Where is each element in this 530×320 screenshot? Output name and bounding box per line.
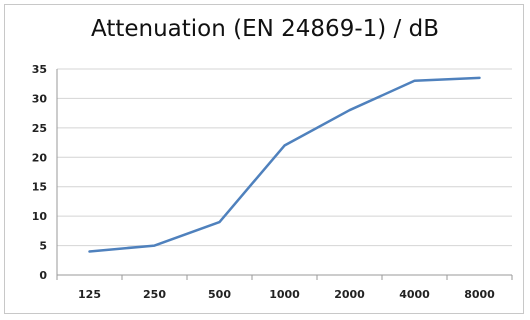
x-tick-label: 125 bbox=[78, 288, 101, 301]
y-axis: 0 5 10 15 20 25 30 35 bbox=[32, 63, 48, 282]
x-axis: 125 250 500 1000 2000 4000 8000 bbox=[56, 275, 513, 301]
y-tick-label: 15 bbox=[32, 181, 47, 194]
y-tick-label: 0 bbox=[39, 269, 47, 282]
y-tick-label: 5 bbox=[39, 240, 47, 253]
x-tick-label: 4000 bbox=[399, 288, 430, 301]
x-tick-label: 2000 bbox=[334, 288, 365, 301]
series-group bbox=[88, 76, 481, 253]
y-tick-label: 35 bbox=[32, 63, 47, 76]
chart-frame bbox=[4, 4, 524, 314]
x-tick-label: 8000 bbox=[464, 288, 495, 301]
x-tick-label: 500 bbox=[208, 288, 231, 301]
x-tick-label: 250 bbox=[143, 288, 166, 301]
y-tick-label: 30 bbox=[32, 92, 48, 105]
x-tick-label: 1000 bbox=[269, 288, 300, 301]
grid-lines bbox=[56, 68, 512, 276]
y-tick-label: 10 bbox=[32, 210, 48, 223]
y-tick-label: 25 bbox=[32, 122, 47, 135]
series-line bbox=[88, 76, 481, 253]
y-tick-label: 20 bbox=[32, 151, 48, 164]
chart-title: Attenuation (EN 24869-1) / dB bbox=[91, 16, 439, 42]
